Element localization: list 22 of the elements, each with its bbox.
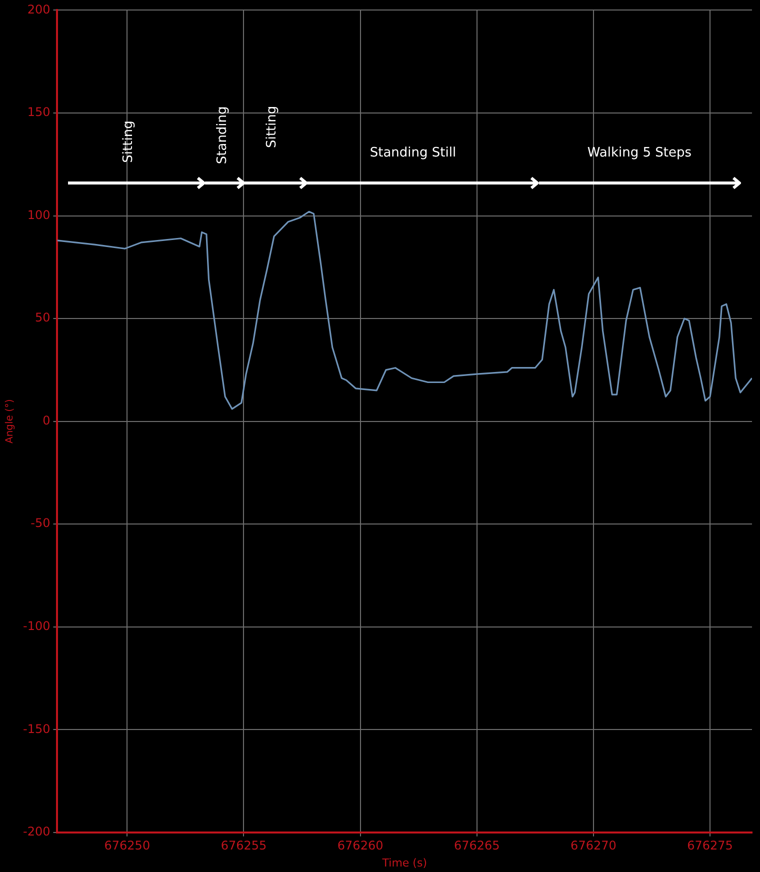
y-tick-label: -150 [23,722,50,736]
annotation: Standing [214,106,230,164]
y-tick-label: 100 [27,208,50,222]
y-axis-title: Angle (°) [4,398,16,444]
y-tick-label: 50 [34,310,50,325]
annotation: Sitting [264,106,280,148]
y-tick-label: -200 [23,824,50,839]
x-tick-label: 676250 [104,838,150,853]
annotation: Standing Still [370,146,456,161]
x-tick-label: 676270 [570,838,616,853]
y-tick-label: -100 [23,618,50,633]
x-tick-label: 676265 [454,838,500,853]
y-tick-label: 150 [27,105,50,120]
y-tick-label: 200 [27,2,50,16]
annotation: Walking 5 Steps [587,146,692,161]
y-tick-label: 0 [42,413,50,428]
annotation: Sitting [121,120,136,163]
x-tick-label: 676255 [220,838,267,853]
x-tick-label: 676275 [687,838,733,853]
x-axis-title: Time (s) [381,856,427,870]
y-tick-label: -50 [30,516,50,530]
x-tick-label: 676260 [337,838,384,853]
